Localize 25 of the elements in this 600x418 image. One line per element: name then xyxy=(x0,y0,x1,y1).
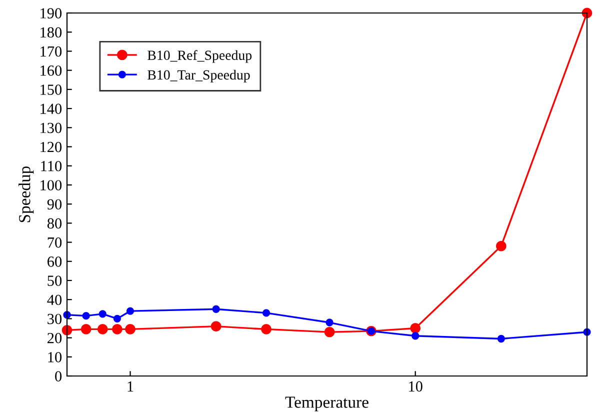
y-axis-title: Speedup xyxy=(18,166,34,222)
y-tick-label: 90 xyxy=(47,199,62,210)
y-tick-label: 160 xyxy=(40,65,62,76)
y-tick-label: 180 xyxy=(40,27,62,38)
y-tick-label: 100 xyxy=(40,180,62,190)
y-tick-label: 80 xyxy=(47,218,62,229)
y-tick-label: 170 xyxy=(40,46,62,57)
legend-label: B10_Ref_Speedup xyxy=(148,50,252,63)
y-tick-label: 190 xyxy=(40,8,62,18)
y-tick-label: 10 xyxy=(48,352,62,362)
y-tick-label: 0 xyxy=(55,371,62,382)
y-tick-label: 60 xyxy=(48,256,62,267)
y-tick-label: 70 xyxy=(48,237,62,248)
y-tick-label: 130 xyxy=(40,122,62,134)
legend-label: B10_Tar_Speedup xyxy=(148,70,250,82)
y-tick-label: 30 xyxy=(48,314,62,324)
y-tick-label: 110 xyxy=(41,160,62,172)
y-tick-label: 50 xyxy=(48,276,62,286)
y-tick-label: 120 xyxy=(40,142,62,152)
y-tick-label: 140 xyxy=(40,104,62,114)
y-tick-label: 40 xyxy=(47,294,62,306)
y-tick-label: 150 xyxy=(40,84,62,95)
x-tick-label: 1 xyxy=(128,381,134,392)
y-tick-label: 20 xyxy=(48,332,62,344)
x-axis-title: Temperature xyxy=(285,396,368,412)
